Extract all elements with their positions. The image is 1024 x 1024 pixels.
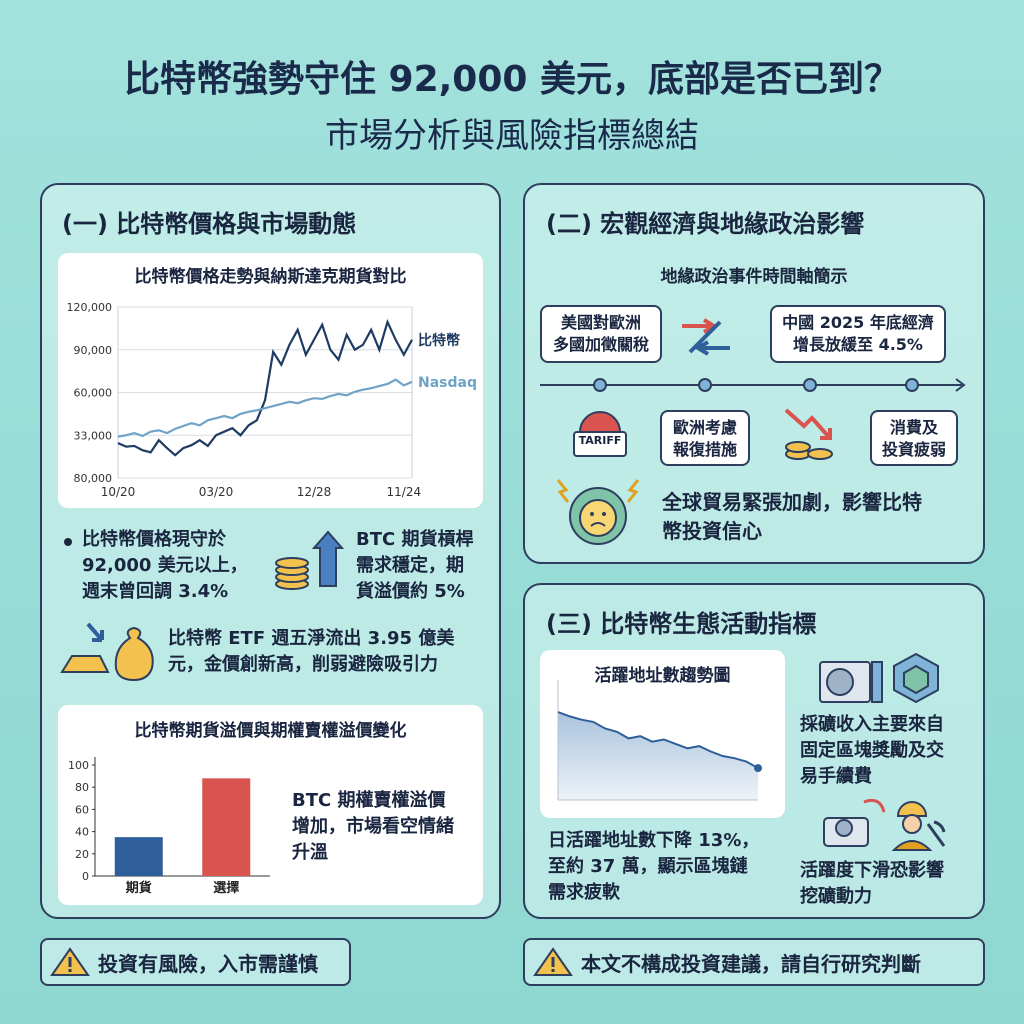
text-line: BTC 期權賣權溢價 [292, 790, 446, 811]
text-line: 增加，市場看空情緒 [292, 816, 454, 837]
text-line: 多國加徵關稅 [552, 335, 649, 354]
y-tick-label: 80,000 [74, 472, 113, 485]
text-line: 增長放緩至 4.5% [793, 335, 923, 354]
warning-text: 投資有風險，入市需謹慎 [98, 951, 318, 976]
x-tick-label: 11/24 [387, 485, 422, 499]
y-tick-label: 33,000 [74, 429, 113, 442]
text-line: 固定區塊獎勵及交 [800, 740, 944, 761]
gold-icon [60, 622, 154, 682]
text-line: 投資疲弱 [881, 440, 946, 459]
area-fill [558, 712, 758, 800]
text-line: 需求穩定，期 [356, 555, 464, 576]
legend-label: Nasdaq [418, 375, 477, 391]
text-line: 採礦收入主要來自 [800, 714, 944, 735]
y-tick-label: 100 [68, 759, 89, 772]
warning-box: 投資有風險，入市需謹慎 [40, 938, 351, 986]
event-box: 歐洲考慮 報復措施 [660, 410, 750, 466]
x-tick-label: 03/20 [199, 485, 234, 499]
swap-icon [682, 318, 730, 356]
mining-note: 採礦收入主要來自 固定區塊獎勵及交 易手續費 [800, 712, 944, 790]
text-line: 挖礦動力 [800, 886, 872, 907]
event-box: 美國對歐洲 多國加徵關稅 [540, 305, 662, 363]
chart-title: 活躍地址數趨勢圖 [594, 666, 731, 686]
text-line: 幣投資信心 [662, 519, 762, 543]
bullet-text: 比特幣價格現守於 92,000 美元以上， 週末曾回調 3.4% [82, 527, 248, 605]
text-line: BTC 期貨槓桿 [356, 529, 474, 550]
globe-icon [556, 479, 640, 545]
text-line: 92,000 美元以上， [82, 555, 248, 576]
series-line [557, 711, 759, 769]
end-point [754, 764, 762, 773]
warning-icon [50, 947, 90, 976]
bullet-dot [64, 538, 72, 546]
etf-note: 比特幣 ETF 週五淨流出 3.95 億美 元，金價創新高，削弱避險吸引力 [168, 626, 454, 678]
area-chart [557, 680, 762, 801]
y-tick-label: 0 [82, 870, 89, 883]
mining-icon [819, 652, 939, 704]
warning-icon [533, 947, 573, 976]
text-line: 日活躍地址數下降 13%， [548, 830, 760, 851]
y-tick-label: 60 [75, 803, 89, 816]
series-line [117, 378, 413, 438]
decline-icon [784, 408, 833, 460]
y-tick-label: 40 [75, 826, 89, 839]
legend-label: 比特幣 [418, 332, 460, 349]
event-box: 中國 2025 年底經濟 增長放緩至 4.5% [770, 305, 946, 363]
miner-icon [823, 798, 946, 851]
disclaimer-box: 本文不構成投資建議，請自行研究判斷 [523, 938, 985, 986]
text-line: 消費及 [889, 418, 938, 437]
text-line: 活躍度下滑恐影響 [800, 860, 944, 881]
x-tick-label: 12/28 [297, 485, 332, 499]
text-line: 報復措施 [672, 440, 737, 459]
disclaimer-text: 本文不構成投資建議，請自行研究判斷 [581, 951, 921, 976]
y-tick-label: 60,000 [74, 387, 113, 400]
section-heading: (三) 比特幣生態活動指標 [546, 610, 817, 638]
address-note: 日活躍地址數下降 13%， 至約 37 萬，顯示區塊鏈 需求疲軟 [548, 828, 759, 906]
section-heading: (一) 比特幣價格與市場動態 [62, 210, 357, 238]
bar [114, 837, 163, 876]
subtitle: 市場分析與風險指標總結 [325, 116, 699, 156]
section-heading: (二) 宏觀經濟與地緣政治影響 [546, 210, 865, 238]
timeline-title: 地緣政治事件時間軸簡示 [660, 267, 848, 287]
activity-note: 活躍度下滑恐影響 挖礦動力 [800, 858, 944, 910]
title: 比特幣強勢守住 92,000 美元，底部是否已到？ [124, 59, 900, 100]
premium-note: BTC 期權賣權溢價 增加，市場看空情緒 升溫 [292, 788, 454, 866]
event-box: 消費及 投資疲弱 [870, 410, 958, 466]
text-line: 至約 37 萬，顯示區塊鏈 [548, 856, 748, 877]
timeline-axis [540, 378, 966, 392]
text-line: 升溫 [292, 842, 328, 863]
text-line: 需求疲軟 [548, 882, 620, 903]
y-tick-label: 90,000 [74, 344, 113, 357]
btc-note: BTC 期貨槓桿 需求穩定，期 貨溢價約 5% [356, 527, 473, 605]
text-line: 中國 2025 年底經濟 [782, 313, 934, 332]
y-tick-label: 20 [75, 848, 89, 861]
text-line: 比特幣價格現守於 [82, 529, 226, 550]
text-line: 歐洲考慮 [672, 418, 737, 437]
tariff-icon [573, 411, 627, 457]
text-line: 週末曾回調 3.4% [82, 581, 229, 602]
chart-title: 比特幣價格走勢與納斯達克期貨對比 [134, 267, 407, 287]
summary: 全球貿易緊張加劇，影響比特 幣投資信心 [662, 488, 922, 546]
text-line: 美國對歐洲 [560, 313, 641, 332]
coins-icon [275, 530, 345, 590]
y-tick-label: 120,000 [67, 301, 113, 314]
series-line [117, 318, 413, 457]
text-line: 全球貿易緊張加劇，影響比特 [662, 490, 922, 514]
chart-title: 比特幣期貨溢價與期權賣權溢價變化 [134, 721, 407, 741]
text-line: 比特幣 ETF 週五淨流出 3.95 億美 [168, 628, 455, 649]
text-line: 貨溢價約 5% [356, 581, 465, 602]
tariff-label: TARIFF [578, 434, 622, 447]
x-tick-label: 10/20 [101, 485, 136, 499]
text-line: 元，金價創新高，削弱避險吸引力 [168, 654, 438, 675]
x-tick-label: 期貨 [126, 880, 152, 896]
text-line: 易手續費 [800, 766, 872, 787]
bar [202, 778, 251, 876]
bar-chart: 0 20 40 60 80 100 期貨 選擇 [68, 757, 270, 896]
y-tick-label: 80 [75, 781, 89, 794]
x-tick-label: 選擇 [213, 880, 239, 896]
